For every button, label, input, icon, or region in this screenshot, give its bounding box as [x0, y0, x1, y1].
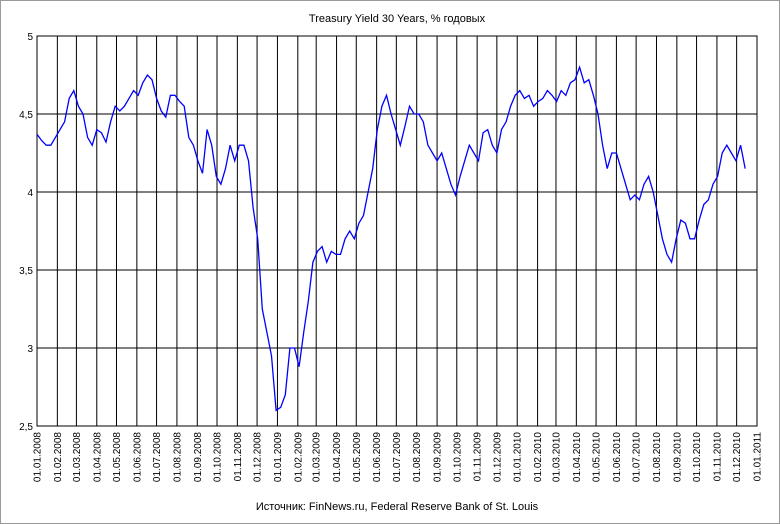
x-tick-label: 01.12.2008 [253, 432, 264, 482]
x-tick-label: 01.03.2008 [72, 432, 83, 482]
x-tick-label: 01.03.2010 [551, 432, 562, 482]
y-tick-label: 4,5 [19, 110, 33, 121]
x-tick-label: 01.09.2010 [672, 432, 683, 482]
x-tick-label: 01.07.2009 [392, 432, 403, 482]
yield-series-line [36, 65, 746, 412]
source-note: Источник: FinNews.ru, Federal Reserve Ba… [256, 501, 539, 513]
x-tick-label: 01.01.2009 [273, 432, 284, 482]
x-tick-label: 01.07.2008 [152, 432, 163, 482]
x-tick-label: 01.05.2008 [112, 432, 123, 482]
x-tick-label: 01.08.2010 [652, 432, 663, 482]
y-tick-label: 3,5 [19, 266, 33, 277]
y-tick-label: 2,5 [19, 422, 33, 433]
x-tick-label: 01.01.2011 [753, 432, 764, 482]
x-tick-label: 01.09.2009 [433, 432, 444, 482]
x-tick-label: 01.11.2008 [233, 432, 244, 482]
x-tick-label: 01.03.2009 [312, 432, 323, 482]
x-tick-label: 01.09.2008 [193, 432, 204, 482]
y-tick-label: 5 [27, 32, 33, 43]
x-tick-label: 01.02.2010 [533, 432, 544, 482]
x-tick-label: 01.07.2010 [632, 432, 643, 482]
x-tick-label: 01.10.2010 [692, 432, 703, 482]
x-tick-label: 01.04.2008 [92, 432, 103, 482]
x-tick-label: 01.02.2008 [53, 432, 64, 482]
x-tick-label: 01.11.2009 [473, 432, 484, 482]
x-tick-label: 01.06.2010 [612, 432, 623, 482]
y-tick-label: 4 [27, 188, 33, 199]
x-tick-label: 01.11.2010 [712, 432, 723, 482]
plot-area [36, 35, 758, 427]
x-tick-label: 01.12.2010 [732, 432, 743, 482]
chart-title: Treasury Yield 30 Years, % годовых [309, 13, 486, 25]
x-axis-ticks: 01.01.2008 01.02.2008 01.03.2008 01.04.2008… [33, 432, 764, 482]
x-tick-label: 01.04.2009 [332, 432, 343, 482]
x-tick-label: 01.01.2008 [33, 432, 44, 482]
x-tick-label: 01.08.2009 [412, 432, 423, 482]
x-tick-label: 01.04.2010 [572, 432, 583, 482]
x-tick-label: 01.06.2008 [132, 432, 143, 482]
x-tick-label: 01.10.2009 [452, 432, 463, 482]
x-tick-label: 01.05.2009 [352, 432, 363, 482]
grid-lines [36, 35, 758, 427]
y-axis-ticks: 2,5 3 3,5 4 4,5 5 [19, 32, 33, 433]
x-tick-label: 01.02.2009 [293, 432, 304, 482]
x-tick-label: 01.08.2008 [172, 432, 183, 482]
x-tick-label: 01.10.2008 [213, 432, 224, 482]
x-tick-label: 01.12.2009 [492, 432, 503, 482]
y-tick-label: 3 [27, 344, 33, 355]
x-tick-label: 01.05.2010 [592, 432, 603, 482]
x-tick-label: 01.01.2010 [513, 432, 524, 482]
x-tick-label: 01.06.2009 [372, 432, 383, 482]
